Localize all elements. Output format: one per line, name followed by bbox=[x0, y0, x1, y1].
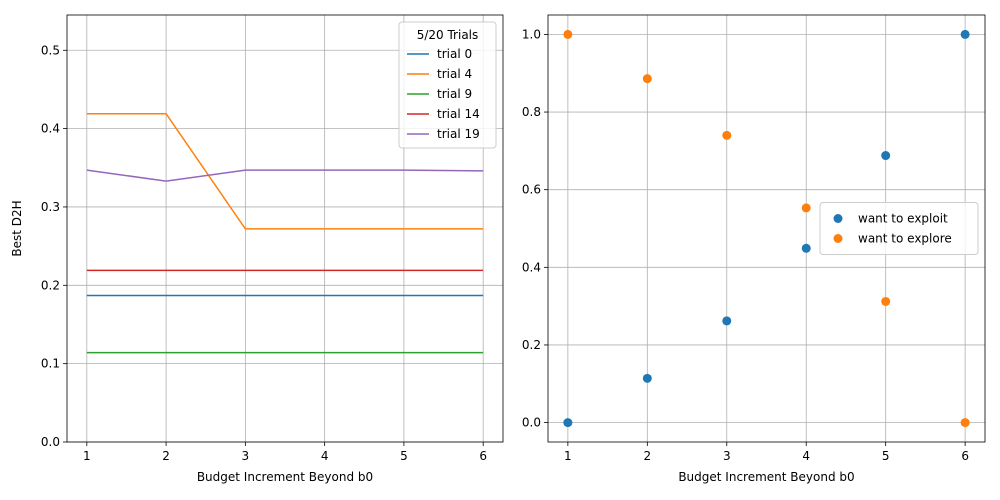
legend-box bbox=[819, 202, 979, 255]
legend-entry: want to exploit bbox=[858, 212, 948, 226]
legend-entry: trial 4 bbox=[437, 67, 472, 81]
legend-swatch bbox=[833, 214, 843, 223]
legend-entry: want to explore bbox=[858, 232, 952, 246]
scatter-point-want-to-explore bbox=[722, 130, 732, 140]
y-tick-label: 0.2 bbox=[522, 338, 541, 352]
x-tick-label: 1 bbox=[564, 449, 572, 463]
legend-entry: trial 19 bbox=[437, 127, 480, 141]
y-tick-label: 0.4 bbox=[522, 260, 541, 274]
y-tick-label: 0.3 bbox=[41, 200, 60, 214]
scatter-point-want-to-explore bbox=[960, 418, 970, 428]
y-tick-label: 0.6 bbox=[522, 183, 541, 197]
x-tick-label: 5 bbox=[882, 449, 890, 463]
y-tick-label: 0.1 bbox=[41, 357, 60, 371]
x-tick-label: 2 bbox=[643, 449, 651, 463]
scatter-point-want-to-explore bbox=[642, 74, 652, 84]
x-tick-label: 3 bbox=[242, 449, 250, 463]
x-axis-label: Budget Increment Beyond b0 bbox=[197, 470, 373, 484]
legend-swatch bbox=[833, 234, 843, 243]
legend: want to exploit want to explore bbox=[819, 202, 979, 255]
legend-title: 5/20 Trials bbox=[417, 28, 479, 42]
y-tick-label: 0.2 bbox=[41, 278, 60, 292]
legend-entry: trial 9 bbox=[437, 87, 472, 101]
y-tick-label: 0.5 bbox=[41, 43, 60, 57]
y-tick-label: 0.4 bbox=[41, 122, 60, 136]
series-line-trial-4 bbox=[86, 112, 484, 230]
x-tick-label: 2 bbox=[162, 449, 170, 463]
scatter-point-want-to-exploit bbox=[801, 243, 811, 253]
y-tick-label: 0.0 bbox=[41, 435, 60, 449]
x-tick-label: 4 bbox=[321, 449, 329, 463]
legend-entry: trial 14 bbox=[437, 107, 480, 121]
y-tick-label: 0.0 bbox=[522, 416, 541, 430]
x-tick-label: 6 bbox=[961, 449, 969, 463]
scatter-point-want-to-explore bbox=[881, 296, 891, 306]
x-tick-label: 1 bbox=[83, 449, 91, 463]
scatter-point-want-to-exploit bbox=[960, 29, 970, 39]
legend-entry: trial 0 bbox=[437, 47, 472, 61]
legend: 5/20 Trials trial 0 trial 4 trial 9 trial 14… bbox=[398, 21, 497, 149]
y-tick-label: 1.0 bbox=[522, 27, 541, 41]
series-line-trial-19 bbox=[86, 169, 484, 182]
x-tick-label: 5 bbox=[400, 449, 408, 463]
line-chart-best-d2h: 1 2 3 4 5 6 0.0 0.1 0.2 0.3 0.4 0.5 Budget Increment… bbox=[10, 14, 504, 484]
plot-frame bbox=[547, 14, 986, 443]
scatter-chart-exploit-explore: 1 2 3 4 5 6 0.0 0.2 0.4 0.6 0.8 1.0 Budget Increment… bbox=[522, 14, 986, 484]
scatter-point-want-to-exploit bbox=[642, 373, 652, 383]
scatter-point-want-to-explore bbox=[801, 203, 811, 213]
y-axis-label: Best D2H bbox=[10, 200, 24, 256]
x-tick-label: 4 bbox=[802, 449, 810, 463]
scatter-point-want-to-exploit bbox=[881, 151, 891, 161]
scatter-point-want-to-explore bbox=[563, 29, 573, 39]
y-tick-label: 0.8 bbox=[522, 105, 541, 119]
plot-frame bbox=[66, 14, 504, 443]
x-tick-label: 3 bbox=[723, 449, 731, 463]
x-axis-label: Budget Increment Beyond b0 bbox=[678, 470, 854, 484]
x-tick-label: 6 bbox=[479, 449, 487, 463]
scatter-point-want-to-exploit bbox=[563, 418, 573, 428]
scatter-point-want-to-exploit bbox=[722, 316, 732, 326]
